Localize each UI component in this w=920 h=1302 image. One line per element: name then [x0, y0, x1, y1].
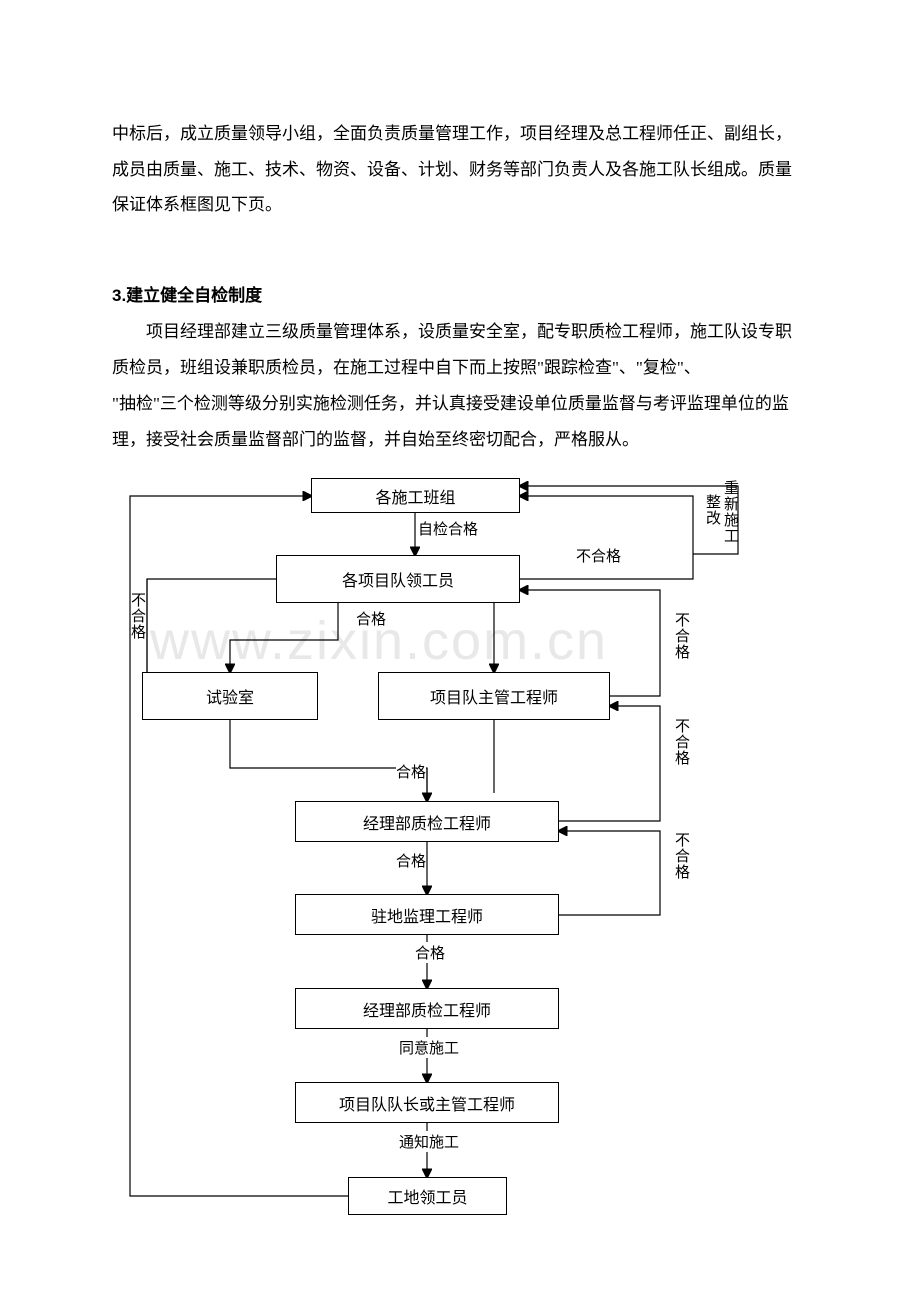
node-manager-qc-engineer-2: 经理部质检工程师: [295, 988, 559, 1029]
label-self-check-ok: 自检合格: [418, 518, 478, 539]
n2-label: 各项目队领工员: [342, 567, 454, 591]
n3-label: 试验室: [206, 684, 254, 708]
label-agree-construct: 同意施工: [399, 1037, 459, 1058]
label-pass-1: 合格: [356, 608, 386, 629]
label-fail-1: 不合格: [576, 545, 621, 566]
node-construction-teams: 各施工班组: [311, 478, 520, 513]
n1-label: 各施工班组: [375, 484, 455, 508]
node-manager-qc-engineer: 经理部质检工程师: [295, 801, 559, 842]
n4-label: 项目队主管工程师: [430, 684, 558, 708]
n6-label: 驻地监理工程师: [371, 903, 483, 927]
n8-label: 项目队队长或主管工程师: [339, 1091, 515, 1115]
label-fail-2: 不合格: [671, 612, 692, 660]
label-pass-2: 合格: [396, 761, 426, 782]
node-team-leaders: 各项目队领工员: [276, 555, 520, 603]
node-site-leader: 工地领工员: [348, 1177, 507, 1215]
node-resident-supervisor: 驻地监理工程师: [295, 894, 559, 935]
node-test-lab: 试验室: [142, 672, 318, 720]
label-fail-4: 不合格: [671, 832, 692, 880]
n5-label: 经理部质检工程师: [363, 810, 491, 834]
label-redo: 重新施工: [720, 480, 741, 544]
label-notify-construct: 通知施工: [399, 1131, 459, 1152]
node-project-engineer: 项目队主管工程师: [378, 672, 610, 720]
node-team-leader-or-engineer: 项目队队长或主管工程师: [295, 1082, 559, 1123]
label-fail-3: 不合格: [671, 718, 692, 766]
flowchart: 各施工班组 各项目队领工员 试验室 项目队主管工程师 经理部质检工程师 驻地监理…: [0, 0, 920, 1302]
n9-label: 工地领工员: [387, 1184, 467, 1208]
n7-label: 经理部质检工程师: [363, 997, 491, 1021]
label-pass-4: 合格: [415, 942, 445, 963]
label-pass-3: 合格: [396, 850, 426, 871]
label-fail-left: 不合格: [127, 592, 148, 640]
